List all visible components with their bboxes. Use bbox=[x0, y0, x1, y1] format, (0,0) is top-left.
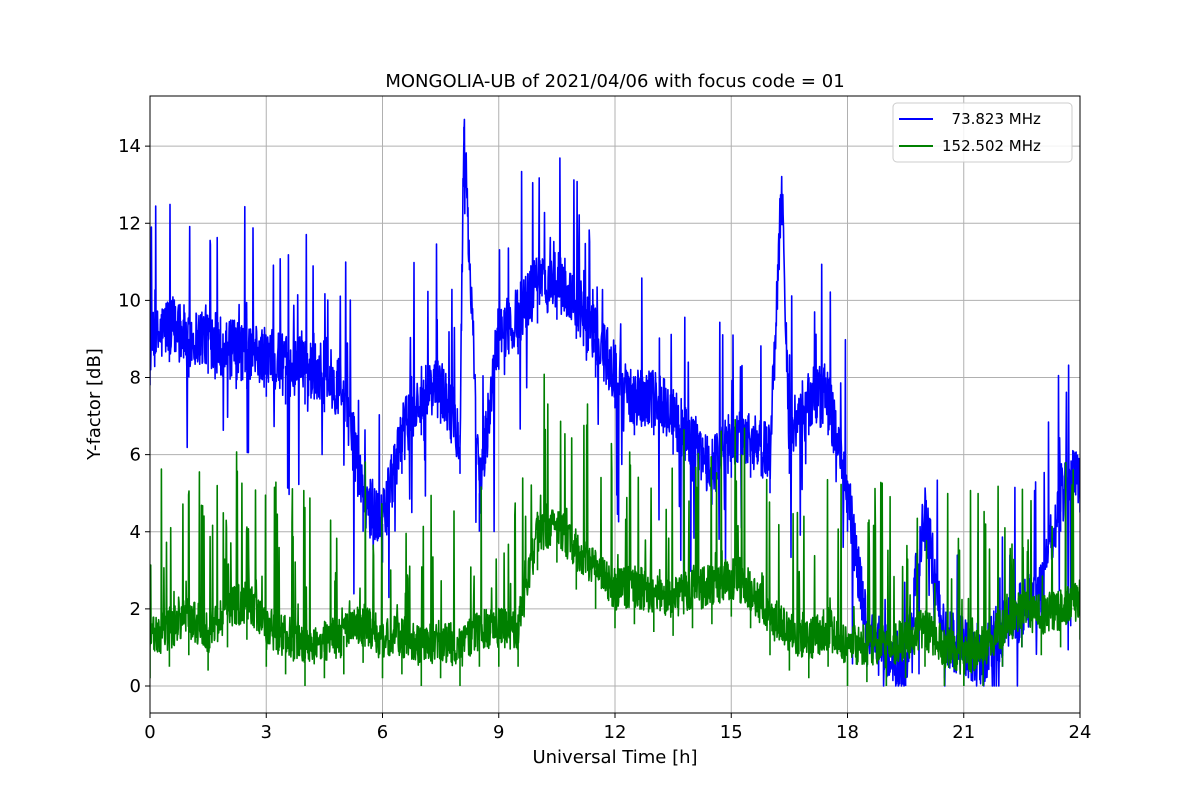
x-tick-label: 9 bbox=[493, 722, 504, 743]
x-tick-label: 24 bbox=[1069, 722, 1092, 743]
legend-label-73-mhz: 73.823 MHz bbox=[942, 110, 1041, 128]
x-tick-label: 15 bbox=[720, 722, 743, 743]
x-axis-label: Universal Time [h] bbox=[532, 747, 697, 768]
chart-title: MONGOLIA-UB of 2021/04/06 with focus cod… bbox=[385, 71, 844, 92]
x-tick-label: 3 bbox=[261, 722, 272, 743]
y-axis-label: Y-factor [dB] bbox=[84, 348, 105, 461]
legend-label-152-mhz: 152.502 MHz bbox=[942, 137, 1041, 155]
y-tick-label: 14 bbox=[118, 136, 141, 157]
y-tick-label: 4 bbox=[130, 522, 141, 543]
y-tick-label: 0 bbox=[130, 676, 141, 697]
legend: 73.823 MHz 152.502 MHz bbox=[892, 102, 1073, 163]
x-tick-label: 6 bbox=[377, 722, 388, 743]
y-ticks: 0 2 4 6 8 10 12 14 bbox=[118, 136, 150, 697]
y-tick-label: 12 bbox=[118, 213, 141, 234]
y-tick-label: 10 bbox=[118, 290, 141, 311]
x-tick-label: 12 bbox=[604, 722, 627, 743]
y-tick-label: 6 bbox=[130, 445, 141, 466]
y-tick-label: 2 bbox=[130, 599, 141, 620]
series-layer bbox=[150, 118, 1080, 687]
y-tick-label: 8 bbox=[130, 368, 141, 389]
series-line-1 bbox=[150, 373, 1080, 686]
x-tick-label: 0 bbox=[144, 722, 155, 743]
legend-box bbox=[892, 102, 1073, 163]
x-tick-label: 18 bbox=[836, 722, 859, 743]
x-tick-label: 21 bbox=[952, 722, 975, 743]
x-ticks: 0 3 6 9 12 15 18 21 24 bbox=[144, 713, 1091, 743]
